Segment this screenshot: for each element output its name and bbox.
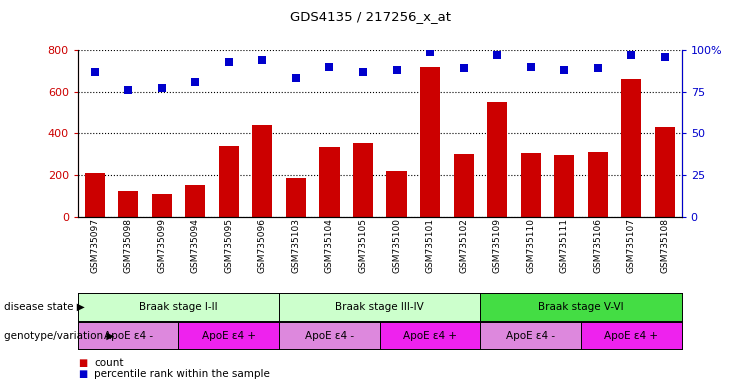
Point bbox=[156, 85, 167, 91]
Point bbox=[223, 58, 235, 65]
Bar bbox=[453, 154, 473, 217]
Bar bbox=[286, 178, 306, 217]
Point bbox=[525, 64, 536, 70]
Bar bbox=[118, 191, 138, 217]
Bar bbox=[353, 143, 373, 217]
Text: genotype/variation ▶: genotype/variation ▶ bbox=[4, 331, 114, 341]
Text: ■: ■ bbox=[78, 358, 87, 368]
Text: ApoE ε4 +: ApoE ε4 + bbox=[202, 331, 256, 341]
Bar bbox=[319, 147, 339, 217]
Text: count: count bbox=[94, 358, 124, 368]
Bar bbox=[185, 185, 205, 217]
Point bbox=[122, 87, 134, 93]
Point bbox=[189, 79, 201, 85]
Text: ApoE ε4 +: ApoE ε4 + bbox=[403, 331, 457, 341]
Text: Braak stage III-IV: Braak stage III-IV bbox=[336, 302, 424, 312]
Text: percentile rank within the sample: percentile rank within the sample bbox=[94, 369, 270, 379]
Point bbox=[357, 69, 369, 75]
Point bbox=[592, 65, 604, 71]
Point bbox=[491, 52, 503, 58]
Text: GDS4135 / 217256_x_at: GDS4135 / 217256_x_at bbox=[290, 10, 451, 23]
Text: ApoE ε4 -: ApoE ε4 - bbox=[104, 331, 153, 341]
Point bbox=[424, 48, 436, 55]
Bar bbox=[521, 153, 541, 217]
Text: disease state ▶: disease state ▶ bbox=[4, 302, 84, 312]
Bar bbox=[554, 156, 574, 217]
Point bbox=[324, 64, 336, 70]
Bar bbox=[387, 171, 407, 217]
Bar bbox=[252, 125, 273, 217]
Text: ApoE ε4 -: ApoE ε4 - bbox=[506, 331, 555, 341]
Bar bbox=[487, 102, 508, 217]
Text: Braak stage I-II: Braak stage I-II bbox=[139, 302, 218, 312]
Bar bbox=[621, 79, 642, 217]
Point bbox=[458, 65, 470, 71]
Text: ApoE ε4 -: ApoE ε4 - bbox=[305, 331, 354, 341]
Bar bbox=[152, 194, 172, 217]
Text: ■: ■ bbox=[78, 369, 87, 379]
Point bbox=[290, 75, 302, 81]
Point bbox=[659, 53, 671, 60]
Point bbox=[559, 67, 571, 73]
Point bbox=[89, 69, 101, 75]
Bar bbox=[420, 67, 440, 217]
Bar bbox=[588, 152, 608, 217]
Text: Braak stage V-VI: Braak stage V-VI bbox=[538, 302, 624, 312]
Bar bbox=[655, 127, 675, 217]
Text: ApoE ε4 +: ApoE ε4 + bbox=[605, 331, 659, 341]
Bar bbox=[219, 146, 239, 217]
Point bbox=[256, 57, 268, 63]
Bar bbox=[84, 173, 104, 217]
Point bbox=[625, 52, 637, 58]
Point bbox=[391, 67, 402, 73]
